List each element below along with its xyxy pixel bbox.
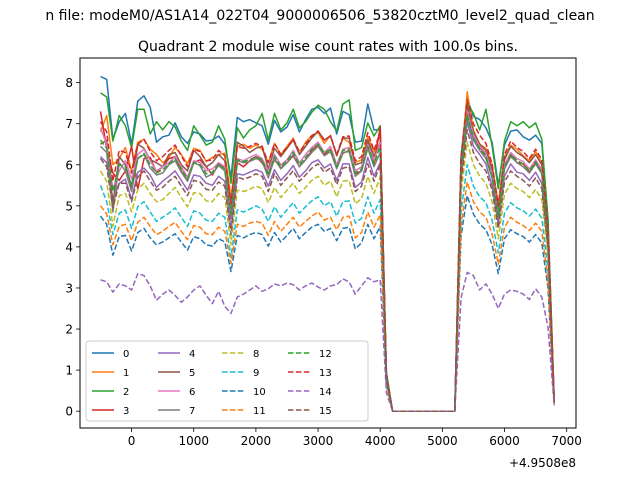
legend-label: 6 xyxy=(189,387,195,398)
legend-label: 1 xyxy=(123,368,129,379)
legend-label: 5 xyxy=(189,368,195,379)
legend-item-10[interactable]: 10 xyxy=(222,387,266,398)
x-tick-label: 3000 xyxy=(303,434,334,448)
series-line-0 xyxy=(100,75,555,412)
legend-label: 3 xyxy=(123,406,129,417)
legend-item-0[interactable]: 0 xyxy=(92,349,129,360)
legend-label: 4 xyxy=(189,349,195,360)
legend-item-5[interactable]: 5 xyxy=(158,368,195,379)
legend-item-13[interactable]: 13 xyxy=(288,368,332,379)
x-tick-label: 4000 xyxy=(365,434,396,448)
y-tick-label: 1 xyxy=(65,364,73,378)
legend-item-8[interactable]: 8 xyxy=(222,349,259,360)
figure-suptitle: n file: modeM0/AS1A14_022T04_9000006506_… xyxy=(45,8,594,24)
series-line-11 xyxy=(99,181,555,412)
legend-item-4[interactable]: 4 xyxy=(158,349,195,360)
legend-item-9[interactable]: 9 xyxy=(222,368,259,379)
legend-item-12[interactable]: 12 xyxy=(288,349,332,360)
y-tick-label: 0 xyxy=(65,405,73,419)
legend-item-14[interactable]: 14 xyxy=(288,387,332,398)
x-axis-offset-label: +4.9508e8 xyxy=(509,456,576,470)
y-tick-label: 6 xyxy=(65,158,73,172)
series-line-10 xyxy=(99,194,555,412)
x-tick-label: 0 xyxy=(128,434,136,448)
legend-label: 2 xyxy=(123,387,129,398)
legend-label: 7 xyxy=(189,406,195,417)
series-line-14 xyxy=(100,271,555,412)
series-line-6 xyxy=(99,110,555,412)
chart-title: Quadrant 2 module wise count rates with … xyxy=(138,39,518,55)
legend-label: 8 xyxy=(253,349,259,360)
series-line-12 xyxy=(99,113,555,412)
y-tick-label: 2 xyxy=(65,323,73,337)
plot-frame xyxy=(79,57,577,429)
x-tick-label: 6000 xyxy=(489,434,520,448)
legend-item-11[interactable]: 11 xyxy=(222,406,266,417)
series-layer xyxy=(99,75,555,412)
legend-item-7[interactable]: 7 xyxy=(158,406,195,417)
series-line-9 xyxy=(99,164,555,412)
series-line-13 xyxy=(99,99,555,412)
x-tick-label: 1000 xyxy=(178,434,209,448)
y-tick-label: 5 xyxy=(65,199,73,213)
series-line-8 xyxy=(99,141,555,412)
legend-label: 11 xyxy=(253,406,266,417)
x-tick-label: 2000 xyxy=(241,434,272,448)
y-tick-label: 8 xyxy=(65,76,73,90)
y-tick-label: 7 xyxy=(65,117,73,131)
legend-label: 9 xyxy=(253,368,259,379)
series-line-15 xyxy=(99,129,555,412)
x-axis: 0 1000 2000 3000 4000 5000 6000 7000 xyxy=(128,428,582,448)
y-tick-label: 4 xyxy=(65,240,73,254)
legend-item-1[interactable]: 1 xyxy=(92,368,129,379)
legend-box xyxy=(85,340,369,422)
series-line-2 xyxy=(100,92,555,412)
legend-item-15[interactable]: 15 xyxy=(288,406,332,417)
legend-label: 15 xyxy=(319,406,332,417)
legend-item-3[interactable]: 3 xyxy=(92,406,129,417)
legend-label: 12 xyxy=(319,349,332,360)
legend-label: 13 xyxy=(319,368,332,379)
legend-item-6[interactable]: 6 xyxy=(158,387,195,398)
legend-label: 0 xyxy=(123,349,129,360)
x-tick-label: 7000 xyxy=(551,434,582,448)
legend-label: 10 xyxy=(253,387,266,398)
x-tick-label: 5000 xyxy=(427,434,458,448)
y-axis: 0 1 2 3 4 5 6 7 8 xyxy=(65,76,80,419)
series-line-4 xyxy=(99,120,555,412)
y-tick-label: 3 xyxy=(65,281,73,295)
legend-label: 14 xyxy=(319,387,332,398)
series-line-7 xyxy=(99,116,555,412)
legend-item-2[interactable]: 2 xyxy=(92,387,129,398)
